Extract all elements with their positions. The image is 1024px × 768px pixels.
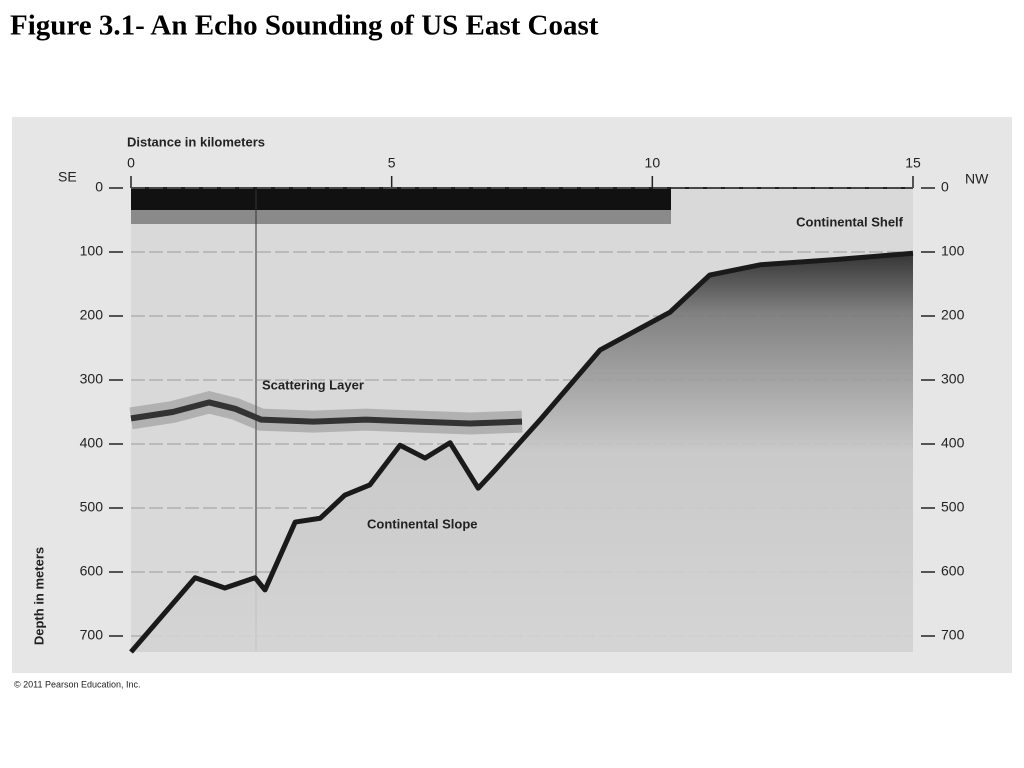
surface-band-fade: [131, 210, 671, 224]
slide-title: Figure 3.1- An Echo Sounding of US East …: [10, 10, 599, 42]
x-tick-label: 10: [645, 155, 661, 171]
y-tick-label-left: 700: [80, 627, 104, 643]
y-tick-label-right: 700: [941, 627, 965, 643]
annotation: Continental Slope: [367, 516, 478, 531]
y-tick-label-right: 500: [941, 499, 965, 515]
y-tick-label-left: 500: [80, 499, 104, 515]
surface-band: [131, 188, 671, 210]
y-tick-label-left: 300: [80, 371, 104, 387]
y-tick-label-right: 600: [941, 563, 965, 579]
y-tick-label-left: 600: [80, 563, 104, 579]
series-line: [130, 399, 523, 427]
annotation: Continental Shelf: [796, 214, 904, 229]
nw-label: NW: [965, 171, 989, 187]
y-tick-label-left: 100: [80, 243, 104, 259]
y-tick-label-right: 200: [941, 307, 965, 323]
seafloor-shading: [131, 253, 913, 652]
credit: © 2011 Pearson Education, Inc.: [14, 679, 141, 689]
y-tick-label-left: 0: [95, 179, 103, 195]
x-tick-label: 5: [388, 155, 396, 171]
x-tick-label: 0: [127, 155, 135, 171]
y-tick-label-right: 100: [941, 243, 965, 259]
x-axis-label: Distance in kilometers: [127, 134, 265, 149]
annotation: Scattering Layer: [262, 377, 364, 392]
y-tick-label-left: 400: [80, 435, 104, 451]
y-tick-label-right: 0: [941, 179, 949, 195]
se-label: SE: [58, 169, 77, 185]
y-tick-label-right: 300: [941, 371, 965, 387]
y-axis-label: Depth in meters: [31, 547, 46, 645]
series-line: [129, 250, 914, 654]
y-tick-label-left: 200: [80, 307, 104, 323]
x-tick-label: 15: [905, 155, 921, 171]
y-tick-label-right: 400: [941, 435, 965, 451]
